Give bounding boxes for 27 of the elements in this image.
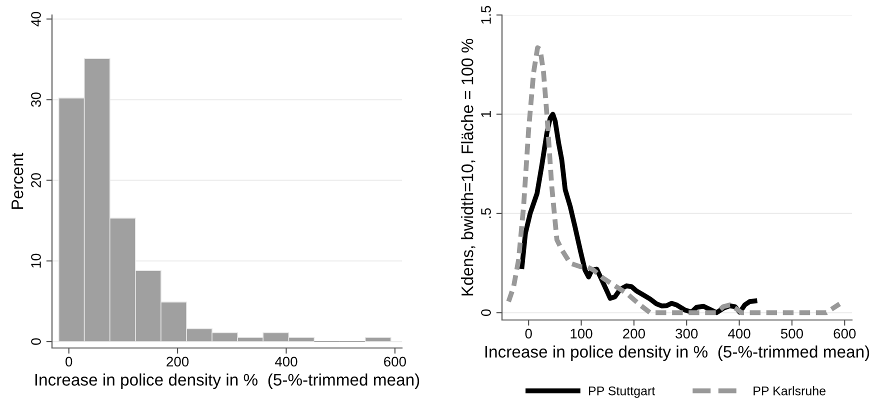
y-tick-label: 10 bbox=[31, 254, 41, 268]
x-tick-label: 400 bbox=[274, 356, 298, 367]
x-tick-label: 400 bbox=[728, 328, 750, 339]
x-tick-label: 200 bbox=[166, 356, 189, 367]
x-tick-label: 500 bbox=[780, 328, 803, 339]
y-axis-title: Kdens, bwidth=10, Fläche = 100 % bbox=[461, 38, 476, 296]
legend-label: PP Karlsruhe bbox=[754, 386, 826, 396]
legend-label: PP Stuttgart bbox=[588, 386, 656, 398]
y-tick-label: 20 bbox=[31, 173, 41, 188]
x-tick-label: 600 bbox=[384, 356, 406, 367]
y-tick-label: 0 bbox=[31, 338, 41, 345]
y-tick-label: 40 bbox=[31, 12, 41, 26]
x-tick-label: 100 bbox=[570, 328, 592, 339]
line-series bbox=[506, 45, 842, 316]
x-tick-label: 600 bbox=[834, 328, 856, 339]
y-tick-label: .5 bbox=[481, 208, 491, 218]
x-axis-title: Increase in police density in % (5-%-trimmed mean) bbox=[35, 373, 420, 389]
x-tick-label: 200 bbox=[623, 328, 645, 339]
y-tick-label: 1.5 bbox=[481, 6, 491, 24]
x-tick-label: 0 bbox=[66, 356, 72, 367]
x-tick-label: 0 bbox=[525, 328, 532, 339]
y-axis-title: Percent bbox=[12, 152, 24, 209]
y-tick-label: 30 bbox=[31, 92, 41, 107]
x-tick-label: 300 bbox=[676, 328, 698, 339]
x-axis-title: Increase in police density in % (5-%-trimmed mean) bbox=[485, 345, 870, 361]
y-tick-label: 1 bbox=[481, 111, 491, 118]
y-tick-label: 0 bbox=[481, 309, 491, 316]
